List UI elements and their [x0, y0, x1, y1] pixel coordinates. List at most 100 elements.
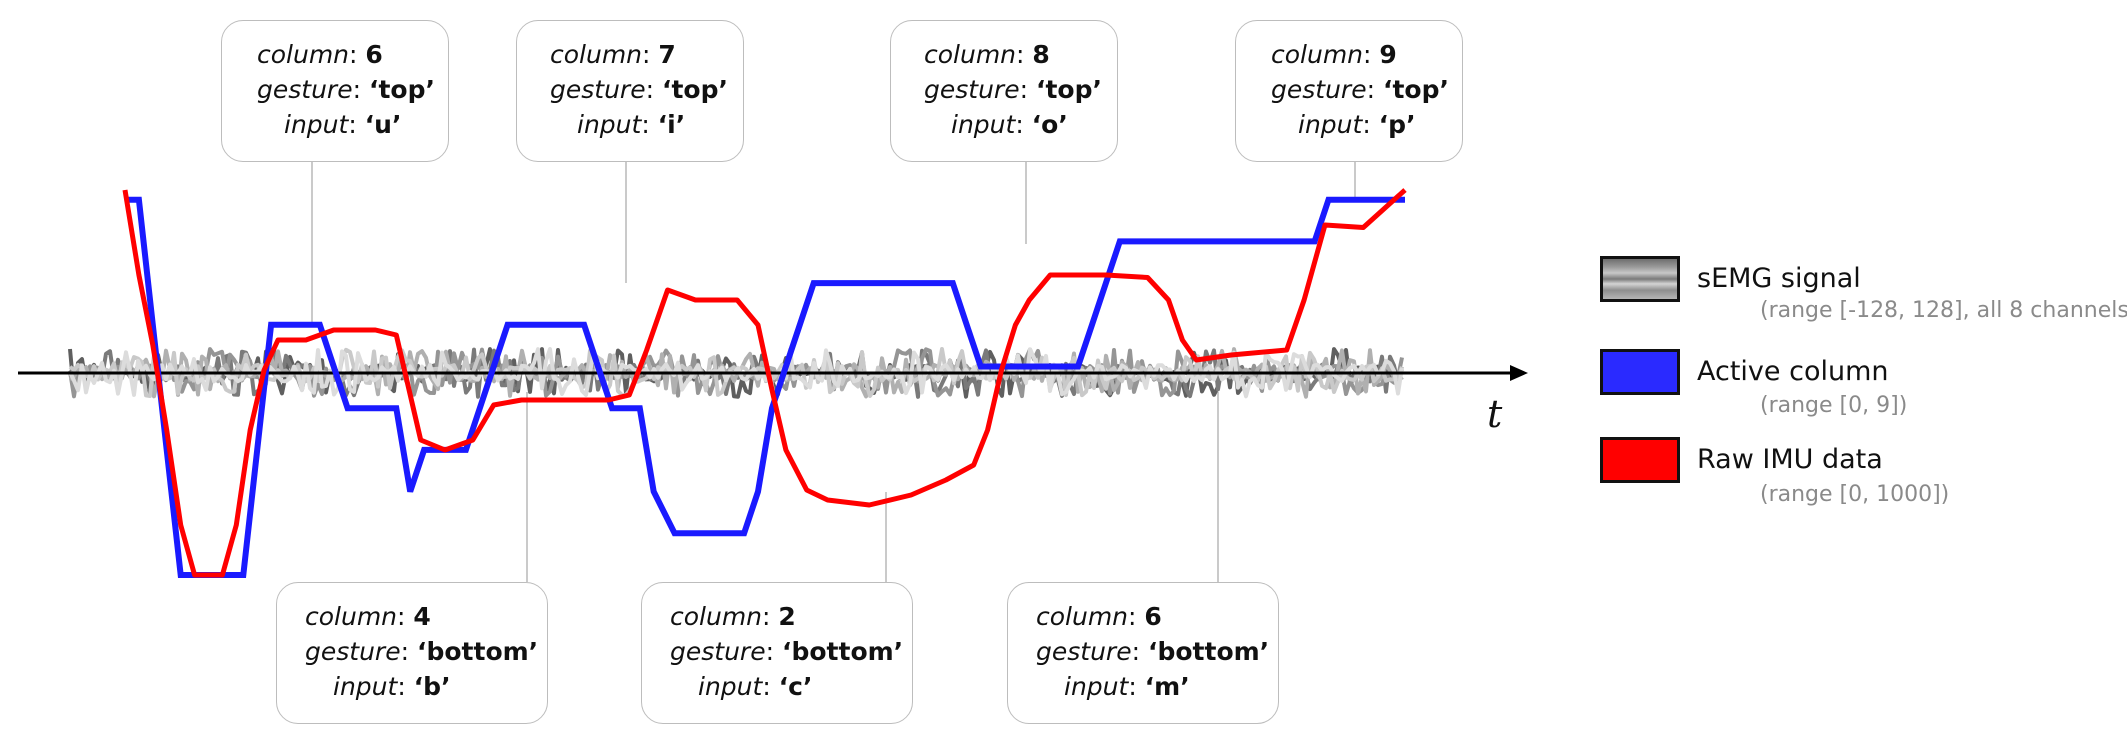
- callout-value: 6: [1144, 602, 1162, 631]
- callout-separator: :: [1131, 637, 1148, 666]
- callout-separator: :: [1015, 110, 1032, 139]
- callout-key: gesture: [924, 75, 1020, 104]
- raw-imu-line: [122, 188, 1407, 578]
- callout-separator: :: [352, 75, 369, 104]
- callout-gesture-row: gesture: ‘top’: [550, 72, 728, 107]
- callout-key: gesture: [305, 637, 401, 666]
- callout-value: 4: [413, 602, 431, 631]
- callout-value: 7: [658, 40, 676, 69]
- callout-separator: :: [1128, 602, 1145, 631]
- callout-value: ‘bottom’: [1147, 637, 1270, 666]
- callout-key: gesture: [670, 637, 766, 666]
- legend-range-semg: (range [-128, 128], all 8 channels): [1760, 298, 2127, 323]
- callout-input-row: input: ‘p’: [1298, 107, 1416, 142]
- callout-gesture-row: gesture: ‘bottom’: [305, 634, 538, 669]
- callout-input-row: input: ‘u’: [284, 107, 401, 142]
- callout-input-row: input: ‘m’: [1064, 669, 1190, 704]
- callout-separator: :: [762, 602, 779, 631]
- callout-column-row: column: 4: [305, 599, 431, 634]
- callout-column-row: column: 7: [550, 37, 676, 72]
- callout-box: column: 2 gesture: ‘bottom’ input: ‘c’: [641, 582, 913, 724]
- callout-separator: :: [1366, 75, 1383, 104]
- callout-separator: :: [1016, 40, 1033, 69]
- callout-column-row: column: 2: [670, 599, 796, 634]
- callout-separator: :: [349, 40, 366, 69]
- callout-separator: :: [1019, 75, 1036, 104]
- callout-connectors: [311, 162, 1356, 582]
- callout-key: input: [333, 672, 398, 701]
- callout-key: gesture: [1036, 637, 1132, 666]
- callout-separator: :: [642, 40, 659, 69]
- callout-value: ‘top’: [368, 75, 435, 104]
- callout-gesture-row: gesture: ‘top’: [257, 72, 435, 107]
- callout-key: input: [577, 110, 642, 139]
- callout-separator: :: [645, 75, 662, 104]
- callout-value: ‘m’: [1144, 672, 1190, 701]
- legend-label-semg: sEMG signal: [1697, 263, 1861, 294]
- callout-key: input: [698, 672, 763, 701]
- callout-gesture-row: gesture: ‘bottom’: [1036, 634, 1269, 669]
- callout-box: column: 7 gesture: ‘top’ input: ‘i’: [516, 20, 744, 162]
- x-axis-label: t: [1487, 392, 1503, 436]
- callout-key: column: [550, 40, 643, 69]
- callout-value: ‘bottom’: [781, 637, 904, 666]
- legend-swatch-raw-imu: [1600, 437, 1680, 483]
- callout-value: ‘p’: [1378, 110, 1416, 139]
- callout-column-row: column: 8: [924, 37, 1050, 72]
- callout-input-row: input: ‘o’: [951, 107, 1068, 142]
- legend-range-active-column: (range [0, 9]): [1760, 393, 1908, 418]
- callout-key: column: [257, 40, 350, 69]
- callout-value: ‘o’: [1031, 110, 1068, 139]
- legend-range-raw-imu: (range [0, 1000]): [1760, 482, 1950, 507]
- callout-value: 9: [1379, 40, 1397, 69]
- callout-key: gesture: [257, 75, 353, 104]
- callout-value: ‘i’: [657, 110, 686, 139]
- callout-box: column: 9 gesture: ‘top’ input: ‘p’: [1235, 20, 1463, 162]
- callout-value: ‘top’: [1382, 75, 1449, 104]
- callout-gesture-row: gesture: ‘top’: [1271, 72, 1449, 107]
- time-axis-arrowhead: [1510, 365, 1528, 381]
- callout-value: ‘top’: [661, 75, 728, 104]
- legend-label-active-column: Active column: [1697, 356, 1889, 387]
- callout-key: column: [1271, 40, 1364, 69]
- callout-key: column: [670, 602, 763, 631]
- callout-separator: :: [1363, 40, 1380, 69]
- callout-value: 6: [365, 40, 383, 69]
- callout-separator: :: [397, 672, 414, 701]
- callout-key: input: [284, 110, 349, 139]
- callout-separator: :: [397, 602, 414, 631]
- callout-column-row: column: 6: [257, 37, 383, 72]
- callout-gesture-row: gesture: ‘bottom’: [670, 634, 903, 669]
- series-lines: [122, 188, 1407, 578]
- callout-key: column: [924, 40, 1017, 69]
- callout-column-row: column: 9: [1271, 37, 1397, 72]
- callout-value: ‘top’: [1035, 75, 1102, 104]
- callout-key: input: [1298, 110, 1363, 139]
- callout-box: column: 4 gesture: ‘bottom’ input: ‘b’: [276, 582, 548, 724]
- callout-separator: :: [762, 672, 779, 701]
- callout-value: ‘u’: [364, 110, 402, 139]
- legend-label-raw-imu: Raw IMU data: [1697, 444, 1883, 475]
- callout-value: ‘c’: [778, 672, 813, 701]
- callout-value: 8: [1032, 40, 1050, 69]
- callout-separator: :: [765, 637, 782, 666]
- callout-box: column: 6 gesture: ‘bottom’ input: ‘m’: [1007, 582, 1279, 724]
- callout-separator: :: [400, 637, 417, 666]
- callout-gesture-row: gesture: ‘top’: [924, 72, 1102, 107]
- callout-separator: :: [1362, 110, 1379, 139]
- callout-box: column: 6 gesture: ‘top’ input: ‘u’: [221, 20, 449, 162]
- legend-swatch-semg: [1600, 256, 1680, 302]
- callout-separator: :: [641, 110, 658, 139]
- callout-separator: :: [1128, 672, 1145, 701]
- callout-value: ‘bottom’: [416, 637, 539, 666]
- callout-key: column: [305, 602, 398, 631]
- callout-value: ‘b’: [413, 672, 451, 701]
- callout-input-row: input: ‘b’: [333, 669, 451, 704]
- callout-key: input: [951, 110, 1016, 139]
- callout-input-row: input: ‘c’: [698, 669, 813, 704]
- callout-value: 2: [778, 602, 796, 631]
- callout-key: gesture: [1271, 75, 1367, 104]
- callout-box: column: 8 gesture: ‘top’ input: ‘o’: [890, 20, 1118, 162]
